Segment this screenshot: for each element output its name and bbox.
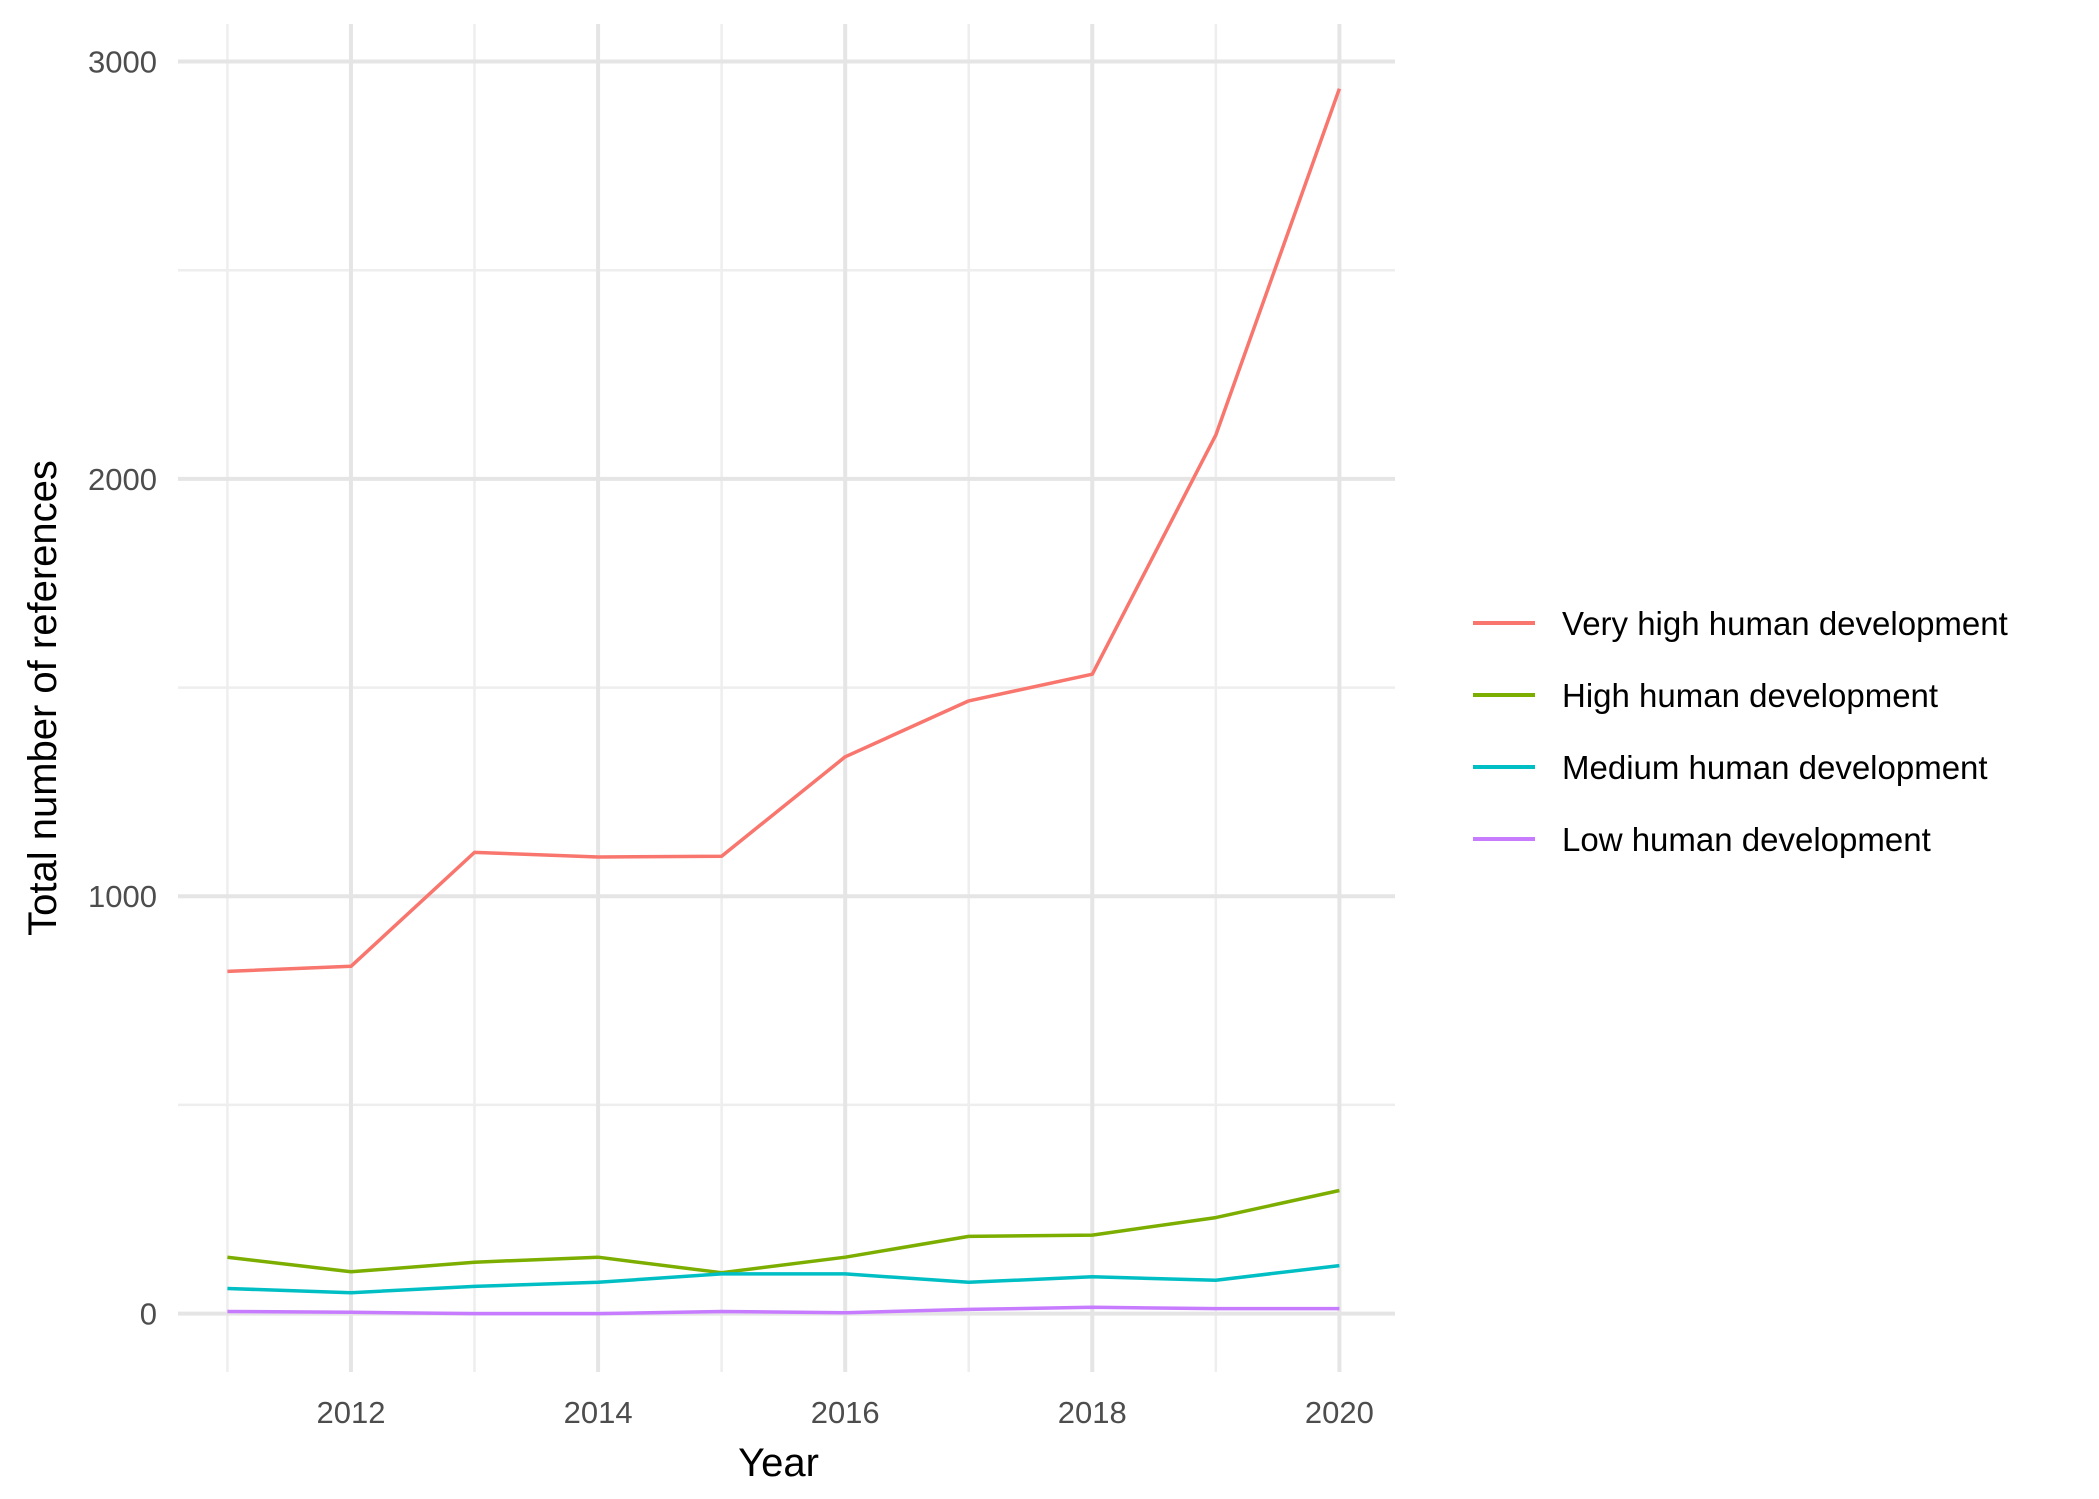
minor-gridlines	[178, 24, 1395, 1372]
legend-item: Medium human development	[1473, 749, 1988, 786]
legend-item: Low human development	[1473, 821, 1931, 858]
x-tick-label: 2016	[811, 1395, 880, 1430]
series-line	[227, 1188, 1340, 1275]
series-lines	[227, 88, 1342, 1316]
y-tick-label: 1000	[88, 879, 157, 914]
series-line	[227, 1305, 1340, 1316]
legend-label: Very high human development	[1562, 605, 2008, 642]
y-tick-label: 3000	[88, 45, 157, 80]
x-tick-label: 2012	[316, 1395, 385, 1430]
x-tick-label: 2014	[564, 1395, 633, 1430]
series-line	[227, 1263, 1340, 1295]
y-tick-label: 2000	[88, 462, 157, 497]
legend-item: Very high human development	[1473, 605, 2008, 642]
legend-label: Medium human development	[1562, 749, 1988, 786]
legend-label: High human development	[1562, 677, 1938, 714]
legend-item: High human development	[1473, 677, 1938, 714]
legend: Very high human development High human de…	[1473, 605, 2008, 858]
major-gridlines	[178, 24, 1395, 1372]
y-axis-tick-labels: 0 1000 2000 3000	[88, 45, 157, 1332]
x-tick-label: 2020	[1305, 1395, 1374, 1430]
y-tick-label: 0	[140, 1297, 157, 1332]
series-line	[227, 88, 1342, 974]
x-axis-title: Year	[738, 1441, 819, 1485]
legend-label: Low human development	[1562, 821, 1931, 858]
x-tick-label: 2018	[1058, 1395, 1127, 1430]
x-axis-tick-labels: 2012 2014 2016 2018 2020	[316, 1395, 1373, 1430]
y-axis-title: Total number of references	[21, 460, 65, 936]
